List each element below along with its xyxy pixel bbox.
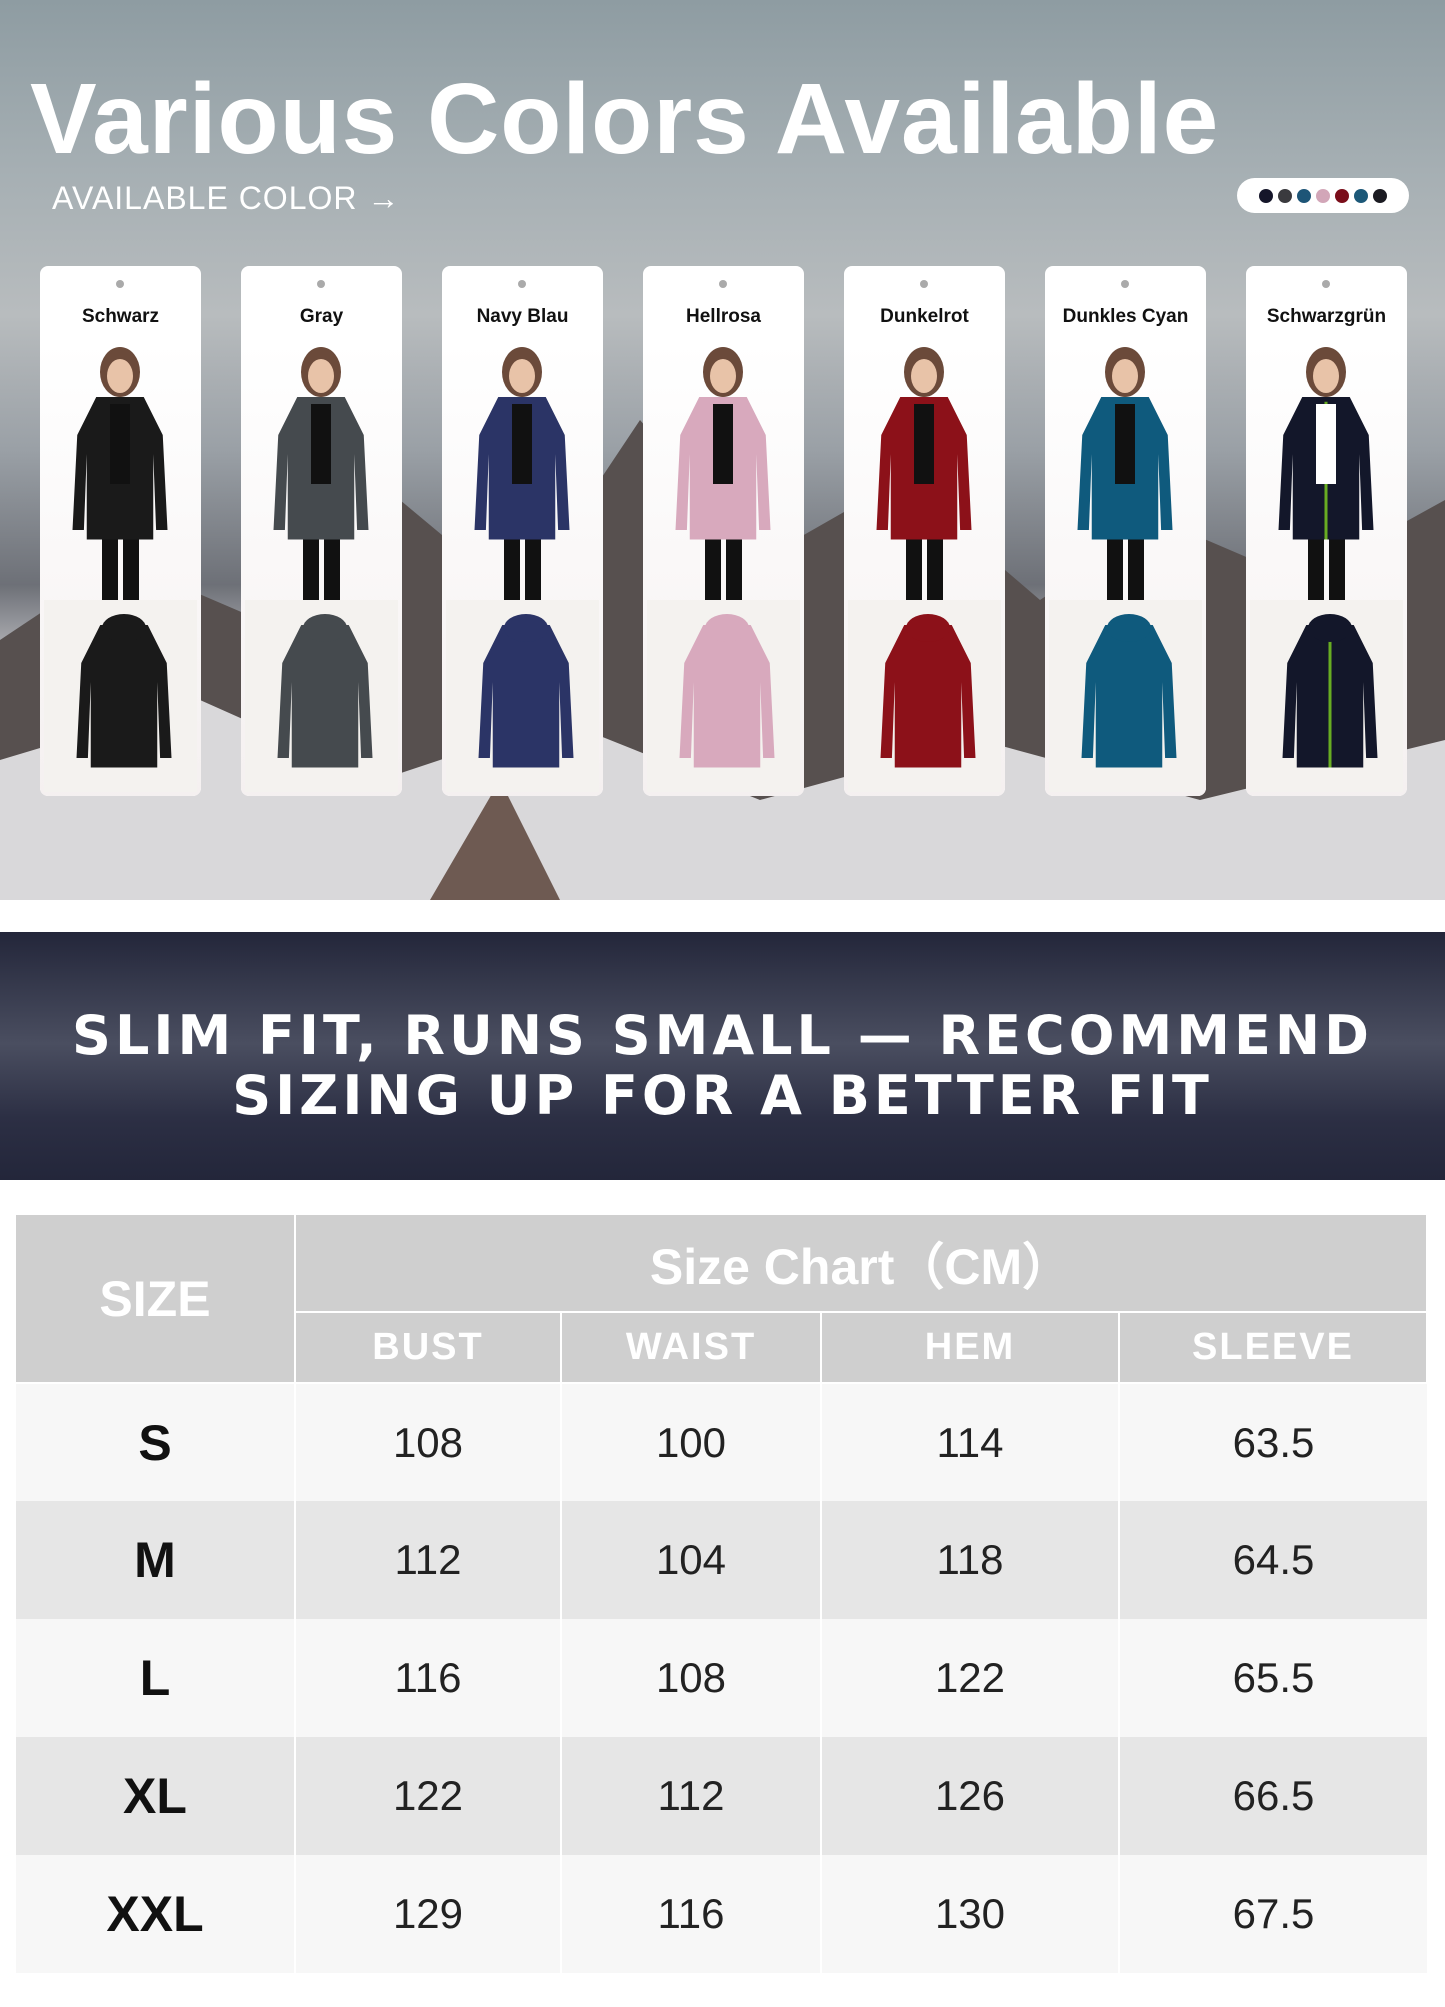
- measurement-cell: 114: [820, 1383, 1119, 1501]
- available-color-label: AVAILABLE COLOR →: [52, 180, 400, 217]
- measurement-cell: 116: [294, 1619, 561, 1737]
- measurement-cell: 130: [820, 1855, 1119, 1973]
- color-swatch-dot[interactable]: [1316, 188, 1330, 203]
- size-header: SIZE: [14, 1213, 296, 1384]
- measurement-cell: 108: [560, 1619, 821, 1737]
- color-card[interactable]: Schwarz: [40, 266, 201, 796]
- color-card[interactable]: Dunkelrot: [844, 266, 1005, 796]
- column-header-waist: WAIST: [560, 1311, 822, 1384]
- measurement-cell: 122: [294, 1737, 561, 1855]
- measurement-cell: 126: [820, 1737, 1119, 1855]
- jacket-photo: [647, 600, 800, 792]
- color-card[interactable]: Schwarzgrün: [1246, 266, 1407, 796]
- color-swatch-dot[interactable]: [1354, 188, 1368, 203]
- measurement-cell: 122: [820, 1619, 1119, 1737]
- measurement-cell: 108: [294, 1383, 561, 1501]
- table-row: L 116 108 122 65.5: [14, 1619, 1427, 1737]
- column-header-bust: BUST: [294, 1311, 562, 1384]
- measurement-cell: 64.5: [1118, 1501, 1427, 1619]
- color-swatch-dot[interactable]: [1373, 188, 1387, 203]
- pin-dot: [317, 280, 325, 288]
- jacket-photo: [848, 600, 1001, 792]
- measurement-cell: 67.5: [1118, 1855, 1427, 1973]
- pin-dot: [518, 280, 526, 288]
- page-title: Various Colors Available: [30, 63, 1220, 175]
- size-chart-table: SIZE Size Chart（CM） BUST WAIST HEM SLEEV…: [14, 1213, 1428, 1973]
- jacket-photo: [44, 600, 197, 792]
- color-card[interactable]: Dunkles Cyan: [1045, 266, 1206, 796]
- table-row: S 108 100 114 63.5: [14, 1383, 1427, 1501]
- fit-banner: SLIM FIT, RUNS SMALL — RECOMMEND SIZING …: [0, 932, 1445, 1180]
- measurement-cell: 118: [820, 1501, 1119, 1619]
- color-name: Dunkelrot: [880, 306, 969, 327]
- table-row: M 112 104 118 64.5: [14, 1501, 1427, 1619]
- jacket-photo: [1250, 600, 1403, 792]
- measurement-cell: 116: [560, 1855, 821, 1973]
- measurement-cell: 100: [560, 1383, 821, 1501]
- table-row: XL 122 112 126 66.5: [14, 1737, 1427, 1855]
- arrow-right-icon: →: [367, 180, 401, 216]
- jacket-photo: [245, 600, 398, 792]
- model-photo: [1045, 342, 1206, 796]
- color-name: Schwarzgrün: [1266, 306, 1387, 327]
- color-card[interactable]: Navy Blau: [442, 266, 603, 796]
- measurement-cell: 112: [560, 1737, 821, 1855]
- color-swatch-pill: [1237, 178, 1409, 213]
- measurement-cell: 66.5: [1118, 1737, 1427, 1855]
- jacket-photo: [446, 600, 599, 792]
- column-header-hem: HEM: [820, 1311, 1120, 1384]
- color-name: Gray: [299, 306, 344, 327]
- size-chart-title: Size Chart（CM）: [294, 1213, 1428, 1313]
- color-swatch-dot[interactable]: [1278, 188, 1292, 203]
- measurement-cell: 129: [294, 1855, 561, 1973]
- color-swatch-dot[interactable]: [1297, 188, 1311, 203]
- color-swatch-dot[interactable]: [1259, 188, 1273, 203]
- color-card[interactable]: Hellrosa: [643, 266, 804, 796]
- pin-dot: [920, 280, 928, 288]
- measurement-cell: 65.5: [1118, 1619, 1427, 1737]
- measurement-cell: 104: [560, 1501, 821, 1619]
- pin-dot: [719, 280, 727, 288]
- measurement-cell: 112: [294, 1501, 561, 1619]
- subtitle-text: AVAILABLE COLOR: [52, 180, 358, 216]
- color-name: Hellrosa: [686, 306, 761, 327]
- size-cell: XL: [14, 1737, 295, 1855]
- banner-line-2: SIZING UP FOR A BETTER FIT: [232, 1064, 1213, 1127]
- size-cell: S: [14, 1383, 295, 1501]
- column-header-sleeve: SLEEVE: [1118, 1311, 1428, 1384]
- color-name: Dunkles Cyan: [1062, 306, 1189, 327]
- size-cell: XXL: [14, 1855, 295, 1973]
- measurement-cell: 63.5: [1118, 1383, 1427, 1501]
- color-name: Schwarz: [81, 306, 160, 327]
- table-row: XXL 129 116 130 67.5: [14, 1855, 1427, 1973]
- banner-line-1: SLIM FIT, RUNS SMALL — RECOMMEND: [72, 1004, 1373, 1067]
- jacket-photo: [1049, 600, 1202, 792]
- color-swatch-dot[interactable]: [1335, 188, 1349, 203]
- size-cell: M: [14, 1501, 295, 1619]
- pin-dot: [1322, 280, 1330, 288]
- pin-dot: [1121, 280, 1129, 288]
- size-cell: L: [14, 1619, 295, 1737]
- color-name: Navy Blau: [476, 306, 569, 327]
- color-card[interactable]: Gray: [241, 266, 402, 796]
- pin-dot: [116, 280, 124, 288]
